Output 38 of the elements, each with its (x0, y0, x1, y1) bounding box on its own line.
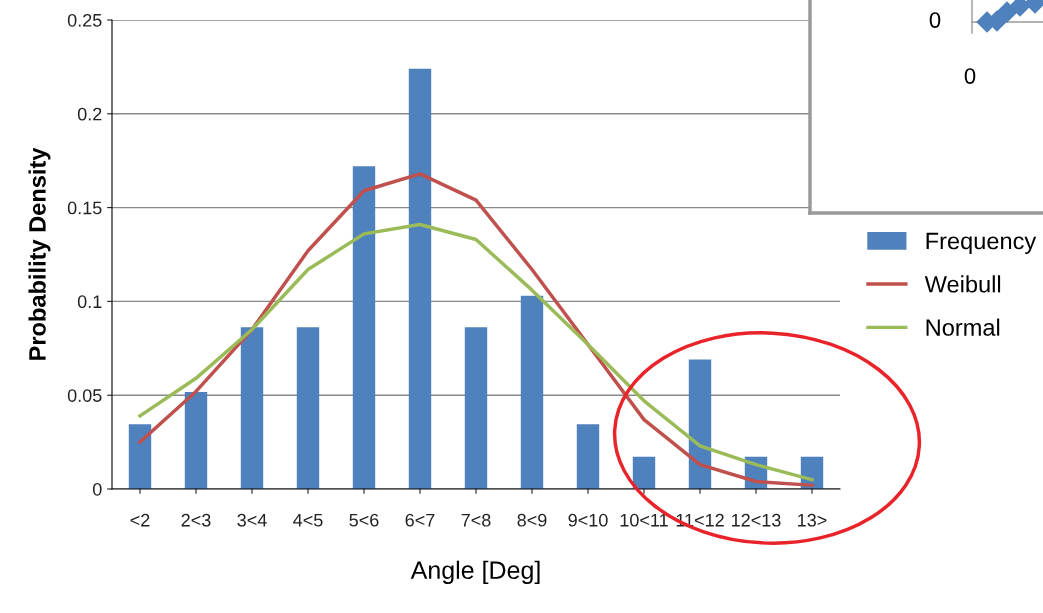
bar (352, 166, 376, 489)
bar (296, 327, 320, 489)
legend-label: Frequency (926, 232, 1037, 255)
y-tick-label: 0.05 (67, 389, 102, 402)
x-tick-label: 6<7 (405, 513, 435, 527)
legend-label: Normal (926, 318, 1000, 336)
bar (576, 424, 600, 489)
y-tick-label: 0.2 (77, 107, 102, 121)
bar (464, 327, 488, 489)
x-tick-label: 8<9 (517, 513, 547, 527)
x-tick-label: 7<8 (461, 513, 491, 527)
line-series (138, 172, 814, 487)
bar (184, 392, 208, 489)
bar (632, 456, 656, 489)
line-series (138, 222, 814, 482)
bar (520, 295, 544, 489)
x-axis-title: Angle [Deg] (410, 560, 540, 584)
bar (128, 424, 152, 489)
x-tick-label: 2<3 (181, 513, 211, 527)
bar (688, 359, 712, 489)
y-tick-label: 0.15 (67, 201, 102, 215)
y-tick-label: 0 (92, 482, 102, 496)
bar (408, 68, 432, 489)
x-tick-label: 12<13 (732, 513, 781, 527)
text: 0 (929, 12, 941, 28)
text: 0 (964, 68, 976, 84)
x-tick-label: 5<6 (349, 513, 379, 527)
x-tick-label: 9<10 (568, 513, 608, 527)
bar (240, 327, 264, 489)
y-axis-title: Probability Density (28, 147, 51, 360)
x-tick-label: 13> (798, 513, 827, 527)
legend-label: Weibull (924, 275, 1001, 293)
x-tick-label: 4<5 (293, 513, 323, 527)
y-tick-label: 0.1 (77, 295, 102, 309)
y-tick-label: 0.25 (67, 13, 102, 27)
x-tick-label: <2 (130, 513, 150, 527)
x-tick-label: 3<4 (237, 513, 267, 527)
x-tick-label: 10<11 (620, 513, 668, 527)
